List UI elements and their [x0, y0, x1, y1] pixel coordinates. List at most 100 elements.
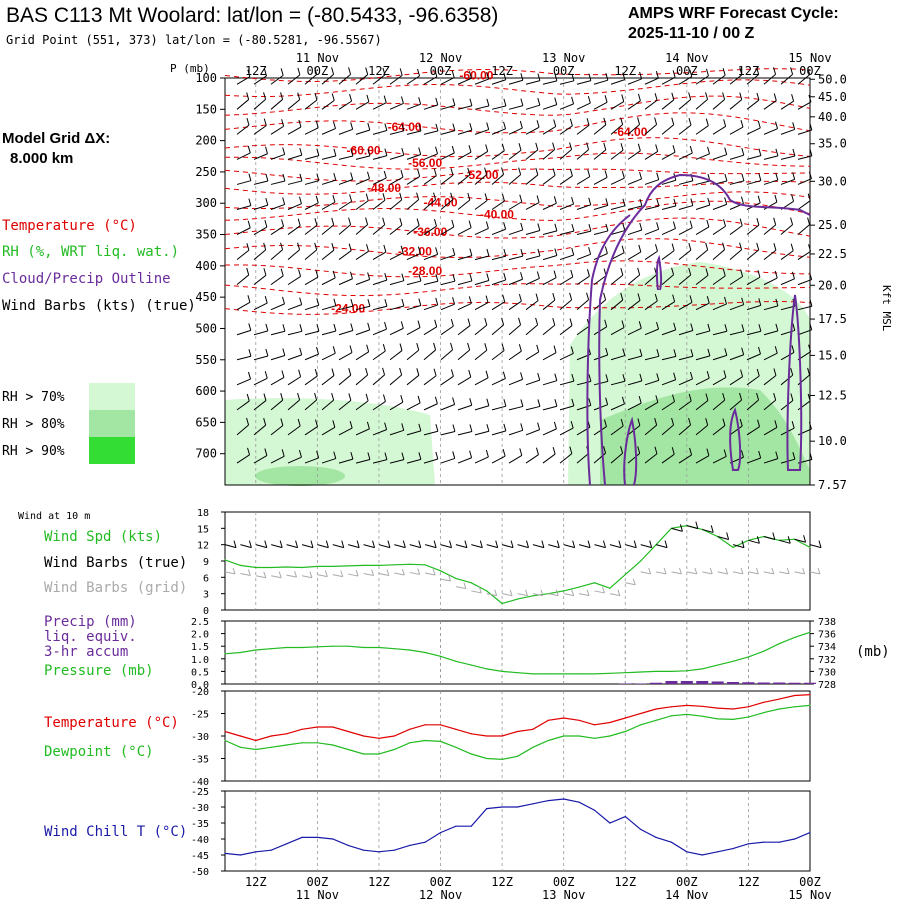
dewpoint-line-point: [424, 739, 426, 742]
wind-barb-flag: [774, 420, 778, 428]
wind-barb-flag: [247, 447, 251, 455]
wind-barb-flag: [775, 148, 779, 157]
wind-speed-line-point: [486, 590, 488, 592]
surface-barb-true: [409, 544, 421, 549]
wind-speed-line-point: [532, 595, 534, 597]
wind-barb-flag: [654, 418, 658, 426]
pressure-line-point: [547, 673, 549, 675]
pressure-tick-label: 730: [818, 667, 836, 678]
kft-tick-label: 7.57: [818, 478, 847, 492]
wind-barb: [236, 205, 252, 210]
surface-barb-grid: [532, 593, 543, 597]
wind-barb: [644, 228, 659, 236]
wind-barb: [644, 179, 659, 185]
wind-barb-flag: [553, 421, 557, 430]
temperature-line-point: [470, 733, 472, 735]
wind-chill-line-point: [393, 849, 395, 851]
wind-barb-flag: [452, 424, 456, 432]
wind-barb-flag: [586, 292, 590, 300]
wind-barb: [542, 80, 558, 85]
wind-barb-flag: [554, 223, 558, 232]
cloud-outline-inner: [586, 214, 631, 486]
wind-barb: [542, 126, 556, 135]
wind-barb: [678, 378, 693, 386]
wind-chill-line-point: [301, 836, 303, 839]
wind-barb-flag: [637, 293, 641, 301]
wind-barb-flag: [333, 451, 337, 459]
wind-barb-flag: [807, 67, 811, 75]
wind-barb: [525, 104, 540, 110]
surface-barb-true-flag: [479, 540, 483, 548]
wind-barb: [304, 353, 319, 361]
wind-barb-flag: [620, 143, 624, 151]
surface-barb-grid: [686, 571, 697, 575]
wind-chill-line-point: [701, 854, 703, 856]
top-time-tick: 12Z: [491, 64, 513, 78]
wind-barb: [610, 205, 626, 210]
wind-barb: [644, 151, 658, 160]
surface-barb-grid-flag: [540, 589, 544, 596]
wind-barb-flag: [554, 399, 558, 407]
temperature-line-point: [809, 694, 811, 696]
wind-barb: [610, 79, 625, 85]
panel-frame: [224, 790, 811, 872]
wind-barb-flag: [281, 219, 285, 227]
wind-barb-flag: [418, 423, 422, 432]
surface-barb-true: [702, 528, 714, 533]
wind-barb: [525, 454, 539, 464]
wind-barb-flag: [604, 419, 607, 427]
dewpoint-line-point: [747, 716, 750, 718]
wind-barb-flag: [790, 67, 794, 75]
dewpoint-line-point: [470, 753, 472, 755]
temperature-line-point: [778, 698, 780, 700]
wind-barb: [763, 277, 778, 286]
wind-barb-flag: [620, 446, 624, 454]
wind-barb: [406, 349, 420, 361]
wind-barb-flag: [724, 197, 728, 205]
wind-barb-flag: [723, 119, 727, 127]
grid-point-label: Grid Point (551, 373) lat/lon = (-80.528…: [6, 33, 382, 47]
wind-barb-flag: [587, 95, 591, 104]
wind-barb: [389, 350, 403, 361]
wind-barb: [508, 429, 523, 436]
wind-barb-flag: [399, 367, 403, 376]
temperature-line-point: [717, 707, 719, 709]
bottom-time-tick: 00Z: [307, 875, 329, 889]
wind-barb-flag: [807, 217, 811, 225]
wind-barb: [763, 201, 778, 210]
wind-barb-flag: [773, 392, 777, 401]
surface-barb-grid: [732, 571, 744, 575]
dewpoint-line-point: [439, 740, 442, 743]
wind-barb-flag: [722, 393, 726, 401]
wind-chill-line-point: [255, 851, 257, 853]
wind-barb: [355, 329, 370, 336]
isotherm-label: -28.00: [408, 264, 442, 278]
wind-barb: [355, 200, 369, 210]
dewpoint-line-point: [655, 719, 657, 721]
precip-bar: [680, 680, 693, 684]
wind-barb-flag: [433, 368, 437, 376]
wind-barb: [593, 275, 607, 286]
wind-barb-flag: [570, 420, 574, 429]
wind-barb: [525, 174, 539, 185]
wind-barb: [678, 205, 694, 210]
wind-barb: [746, 276, 761, 286]
wind-barb-flag: [484, 193, 488, 201]
wind-barb-field: [236, 67, 813, 464]
wind-barb: [321, 352, 336, 361]
wind-barb: [780, 250, 794, 260]
wind-barb-flag: [757, 195, 761, 203]
wind-barb: [389, 252, 404, 261]
wind-barb: [253, 400, 267, 411]
wind-barb: [321, 375, 335, 386]
wind-barb-flag: [367, 171, 370, 179]
wind-barb: [695, 99, 708, 110]
pressure-line-point: [593, 673, 596, 675]
wind-barb: [508, 229, 523, 236]
wind-barb: [661, 151, 676, 160]
wind-barb-flag: [656, 321, 660, 330]
wind-barb: [474, 200, 488, 210]
surface-barb-grid-flag: [340, 570, 344, 577]
wind-chill-line-point: [624, 816, 626, 818]
wind-chill-line-point: [455, 825, 457, 827]
